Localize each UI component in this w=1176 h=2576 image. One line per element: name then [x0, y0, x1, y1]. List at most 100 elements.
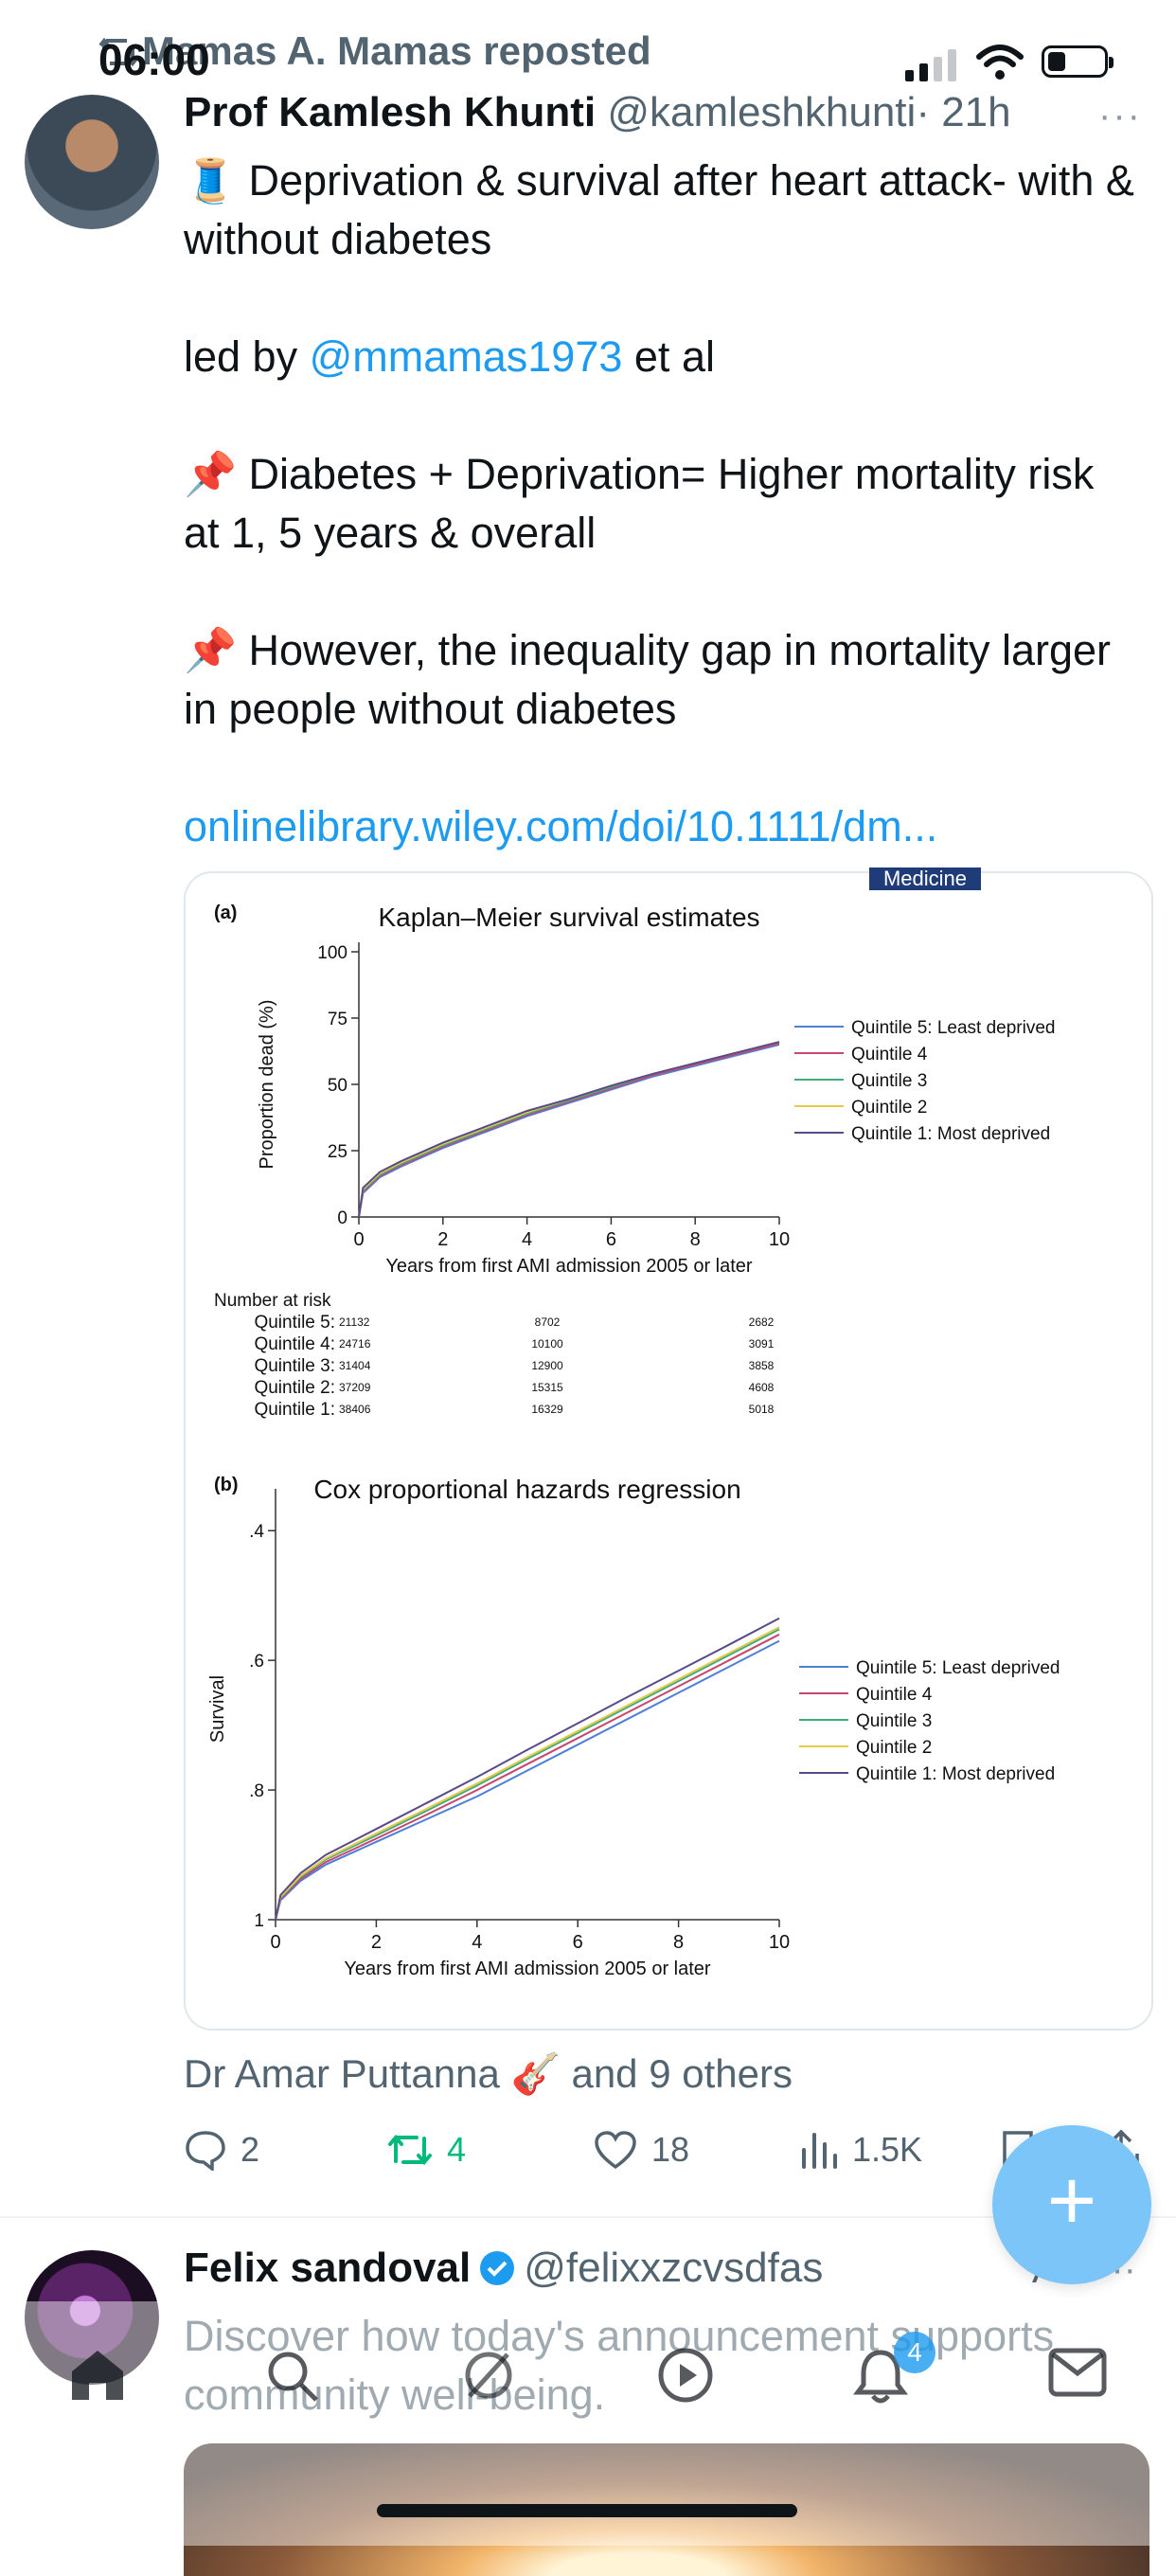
author-name[interactable]: Prof Kamlesh Khunti	[184, 89, 597, 135]
y-tick-label-0: 50	[328, 1076, 347, 1096]
reply-button[interactable]: 2	[184, 2129, 259, 2171]
view-count: 1.5K	[852, 2130, 923, 2169]
reply-count: 2	[241, 2130, 260, 2169]
repost-arrows-icon	[388, 2134, 432, 2166]
chart-title-0: Kaplan–Meier survival estimates	[378, 903, 759, 932]
y-tick-label-1: .6	[249, 1652, 264, 1672]
risk-value: 5018	[749, 1403, 775, 1416]
panel-label-0: (a)	[214, 903, 237, 923]
home-indicator[interactable]	[377, 2504, 797, 2517]
chart-title-1: Cox proportional hazards regression	[313, 1475, 740, 1504]
risk-value: 3091	[749, 1337, 775, 1351]
tweet-author[interactable]: Prof Kamlesh Khunti @kamleshkhunti· 21h	[184, 89, 1011, 136]
tweet-point-2: 📌 However, the inequality gap in mortali…	[184, 626, 1111, 733]
risk-value: 16329	[531, 1403, 563, 1416]
x-tick-label-0: 10	[769, 1229, 790, 1250]
y-axis-label-1: Survival	[207, 1675, 228, 1743]
compose-button[interactable]: +	[992, 2125, 1151, 2284]
search-icon[interactable]	[263, 2347, 320, 2404]
y-tick-label-1: .8	[249, 1781, 264, 1801]
risk-value: 3858	[749, 1359, 775, 1372]
wifi-icon	[976, 45, 1024, 80]
views-button[interactable]: 1.5K	[799, 2129, 922, 2171]
risk-value: 4608	[749, 1381, 775, 1394]
panel-label-1: (b)	[214, 1475, 239, 1495]
author-handle[interactable]: @kamleshkhunti	[607, 89, 917, 135]
repost-small-icon	[98, 37, 138, 67]
legend-label-1-4: Quintile 1: Most deprived	[856, 1764, 1055, 1784]
liked-by-text[interactable]: Dr Amar Puttanna 🎸 and 9 others	[184, 2051, 793, 2096]
series-line-0-3	[358, 1041, 780, 1218]
y-tick-label-0: 0	[337, 1208, 347, 1228]
y-tick-label-0: 100	[317, 943, 347, 963]
legend-label-0-1: Quintile 4	[851, 1045, 928, 1064]
risk-value: 2682	[749, 1315, 775, 1329]
speech-bubble-icon	[186, 2131, 225, 2171]
tweet-point-1: 📌 Diabetes + Deprivation= Higher mortali…	[184, 450, 1095, 557]
led-suffix: et al	[622, 332, 715, 381]
y-axis-label-0: Proportion dead (%)	[257, 1000, 277, 1170]
x-tick-label-1: 4	[472, 1932, 482, 1953]
more-options-icon[interactable]: ···	[1098, 95, 1142, 136]
legend-label-1-1: Quintile 4	[856, 1685, 933, 1705]
x-axis-label-0: Years from first AMI admission 2005 or l…	[385, 1256, 753, 1277]
risk-row-label: Quintile 5:	[254, 1313, 335, 1333]
like-button[interactable]: 18	[593, 2129, 689, 2171]
x-tick-label-1: 0	[270, 1932, 280, 1953]
risk-value: 12900	[531, 1359, 563, 1372]
series-line-1-3	[275, 1626, 780, 1921]
legend-label-0-2: Quintile 3	[851, 1071, 927, 1091]
tweet-line-1: 🧵 Deprivation & survival after heart att…	[184, 156, 1134, 263]
repost-label[interactable]: Mamas A. Mamas reposted	[142, 28, 651, 73]
risk-row-label: Quintile 4:	[254, 1334, 335, 1354]
notifications-badge: 4	[894, 2332, 935, 2373]
led-prefix: led by	[184, 332, 310, 381]
risk-row-label: Quintile 2:	[254, 1378, 335, 1398]
home-icon[interactable]	[68, 2347, 127, 2402]
author-avatar[interactable]	[25, 95, 159, 229]
charts-figure: (a) Kaplan–Meier survival estimates 0 2 4 6 8 1…	[207, 903, 1060, 1979]
y-tick-label-0: 75	[328, 1010, 347, 1029]
y-tick-label-0: 25	[328, 1142, 347, 1162]
series-line-0-4	[358, 1041, 780, 1218]
notifications-bell-icon[interactable]	[852, 2347, 909, 2406]
video-play-icon[interactable]	[657, 2347, 714, 2404]
tweet-time: · 21h	[916, 89, 1011, 135]
bar-chart-icon	[802, 2133, 837, 2169]
risk-value: 8702	[535, 1315, 561, 1329]
x-tick-label-1: 8	[673, 1932, 684, 1953]
messages-envelope-icon[interactable]	[1047, 2347, 1108, 2398]
risk-value: 10100	[531, 1337, 563, 1351]
second-author-name[interactable]: Felix sandoval	[184, 2245, 472, 2291]
risk-value: 31404	[339, 1359, 371, 1372]
second-tweet-author[interactable]: Felix sandoval @felixxzcvsdfas	[184, 2245, 823, 2292]
journal-tag: Medicine	[869, 868, 981, 890]
series-line-0-0	[358, 1044, 780, 1218]
y-tick-label-1: .4	[249, 1522, 264, 1542]
article-link[interactable]: onlinelibrary.wiley.com/doi/10.1111/dm..…	[184, 802, 938, 850]
risk-row-label: Quintile 1:	[254, 1400, 335, 1420]
x-tick-label-0: 4	[522, 1229, 532, 1250]
media-card[interactable]: (a) Kaplan–Meier survival estimates 0 2 4 6 8 1…	[184, 871, 1153, 2030]
risk-value: 15315	[531, 1381, 563, 1394]
legend-label-1-2: Quintile 3	[856, 1711, 932, 1731]
series-line-0-1	[358, 1042, 780, 1218]
x-tick-label-0: 2	[437, 1229, 448, 1250]
legend-label-1-3: Quintile 2	[856, 1738, 932, 1758]
series-line-1-4	[275, 1617, 780, 1921]
x-tick-label-0: 6	[606, 1229, 616, 1250]
heart-icon	[595, 2131, 636, 2170]
grok-icon[interactable]	[460, 2347, 517, 2404]
second-author-handle[interactable]: @felixxzcvsdfas	[524, 2245, 824, 2291]
risk-row-label: Quintile 3:	[254, 1356, 335, 1376]
cellular-signal-icon	[905, 49, 956, 81]
mention-link[interactable]: @mmamas1973	[309, 332, 623, 381]
risk-value: 38406	[339, 1403, 371, 1416]
risk-value: 21132	[339, 1315, 370, 1329]
repost-button[interactable]: 4	[386, 2129, 466, 2171]
x-tick-label-1: 2	[371, 1932, 382, 1953]
series-line-1-1	[275, 1633, 780, 1921]
tweet-led-by: led by @mmamas1973 et al	[184, 328, 1140, 386]
legend-label-0-0: Quintile 5: Least deprived	[851, 1018, 1055, 1038]
risk-value: 37209	[339, 1381, 371, 1394]
